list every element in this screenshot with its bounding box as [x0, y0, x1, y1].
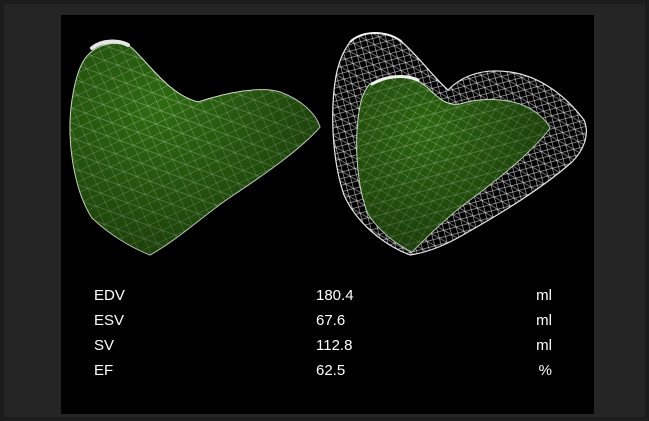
metric-value: 62.5 [316, 362, 346, 379]
metric-unit: ml [536, 337, 552, 354]
end-systolic-heart-mesh-with-diastolic-outline [332, 32, 587, 256]
metric-row-esv: ESV 67.6 ml [94, 308, 564, 333]
end-diastolic-heart-mesh [69, 39, 321, 256]
metric-name: SV [94, 337, 115, 354]
metric-name: EF [94, 362, 114, 379]
metric-value: 180.4 [316, 287, 354, 304]
volume-metrics-table: EDV 180.4 ml ESV 67.6 ml SV 112.8 ml EF … [94, 283, 564, 383]
metric-unit: ml [536, 312, 552, 329]
metric-unit: % [538, 362, 552, 379]
metric-value: 67.6 [316, 312, 346, 329]
metric-row-edv: EDV 180.4 ml [94, 283, 564, 308]
metric-unit: ml [536, 287, 552, 304]
metric-name: EDV [94, 287, 125, 304]
metric-row-sv: SV 112.8 ml [94, 333, 564, 358]
metric-name: ESV [94, 312, 125, 329]
metric-row-ef: EF 62.5 % [94, 358, 564, 383]
metric-value: 112.8 [316, 337, 353, 354]
